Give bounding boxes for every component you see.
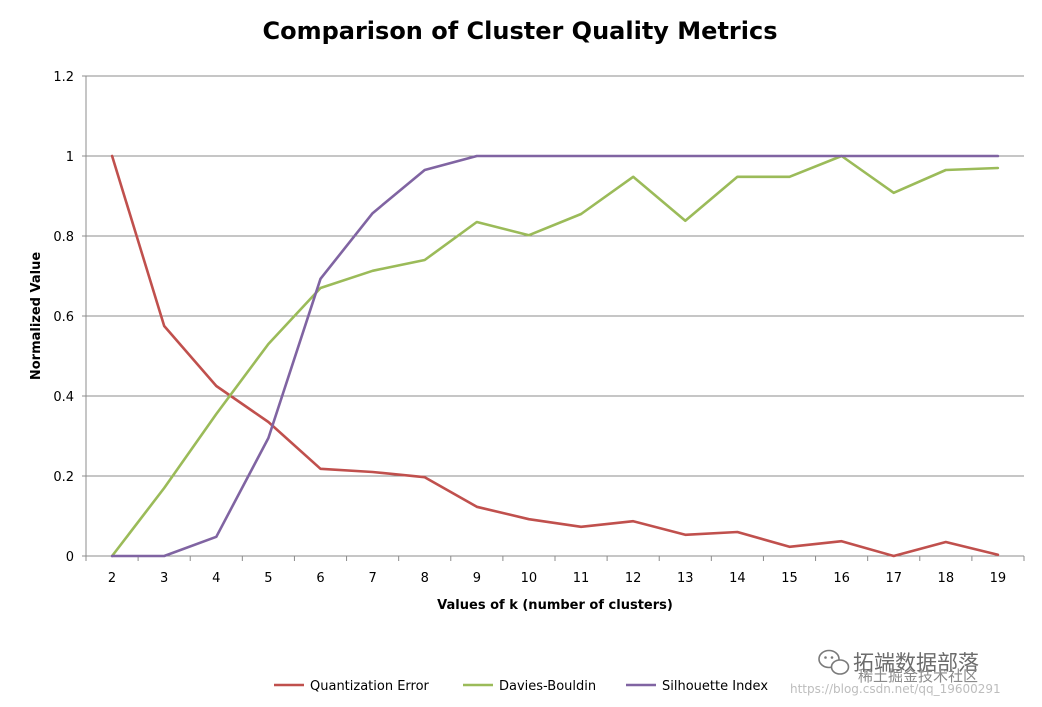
x-axis: 2 3 4 5 6 7 8 9 10 11 12 13 14 15 16 17 18 19 (85, 556, 1025, 586)
y-tick-label: 1 (66, 150, 74, 165)
x-tick-label: 12 (625, 571, 642, 586)
x-tick-label: 16 (833, 571, 850, 586)
y-tick-label: 0.2 (53, 470, 74, 485)
y-tick-label: 1.2 (53, 70, 74, 85)
legend: Quantization Error Davies-Bouldin Silhouet… (274, 679, 768, 694)
legend-label: Davies-Bouldin (499, 679, 596, 694)
wechat-icon (818, 649, 850, 675)
x-tick-label: 13 (677, 571, 694, 586)
y-tick-label: 0 (66, 550, 74, 565)
y-axis: 0 0.2 0.4 0.6 0.8 1 1.2 (53, 70, 87, 565)
series-line-davies-bouldin (110, 154, 1000, 558)
series-line-quantization-error (110, 154, 1000, 558)
x-tick-label: 14 (729, 571, 746, 586)
x-tick-label: 8 (421, 571, 429, 586)
x-tick-label: 11 (573, 571, 590, 586)
legend-label: Silhouette Index (662, 679, 768, 694)
x-tick-label: 17 (885, 571, 902, 586)
series-lines (110, 154, 1000, 558)
y-tick-label: 0.6 (53, 310, 74, 325)
y-tick-label: 0.8 (53, 230, 74, 245)
x-tick-label: 6 (316, 571, 324, 586)
watermark-main-text: 拓端数据部落 (853, 651, 979, 675)
x-tick-label: 9 (473, 571, 481, 586)
chart-title: Comparison of Cluster Quality Metrics (262, 17, 777, 45)
x-tick-label: 4 (212, 571, 220, 586)
x-tick-label: 7 (368, 571, 376, 586)
watermark-url: https://blog.csdn.net/qq_19600291 (790, 682, 1001, 696)
grid-lines (82, 75, 1024, 557)
x-tick-label: 19 (990, 571, 1007, 586)
x-tick-label: 3 (160, 571, 168, 586)
x-tick-label: 15 (781, 571, 798, 586)
legend-label: Quantization Error (310, 679, 430, 694)
y-tick-label: 0.4 (53, 390, 74, 405)
x-tick-label: 18 (938, 571, 955, 586)
watermark: 拓端数据部落 稀土掘金技术社区 https://blog.csdn.net/qq… (790, 649, 1001, 696)
x-tick-label: 5 (264, 571, 272, 586)
series-line-silhouette-index (110, 154, 1000, 558)
x-axis-label: Values of k (number of clusters) (437, 598, 673, 613)
x-tick-label: 10 (521, 571, 538, 586)
watermark-overlay-text: 稀土掘金技术社区 (858, 667, 978, 685)
x-tick-label: 2 (108, 571, 116, 586)
y-axis-label: Normalized Value (29, 252, 44, 381)
